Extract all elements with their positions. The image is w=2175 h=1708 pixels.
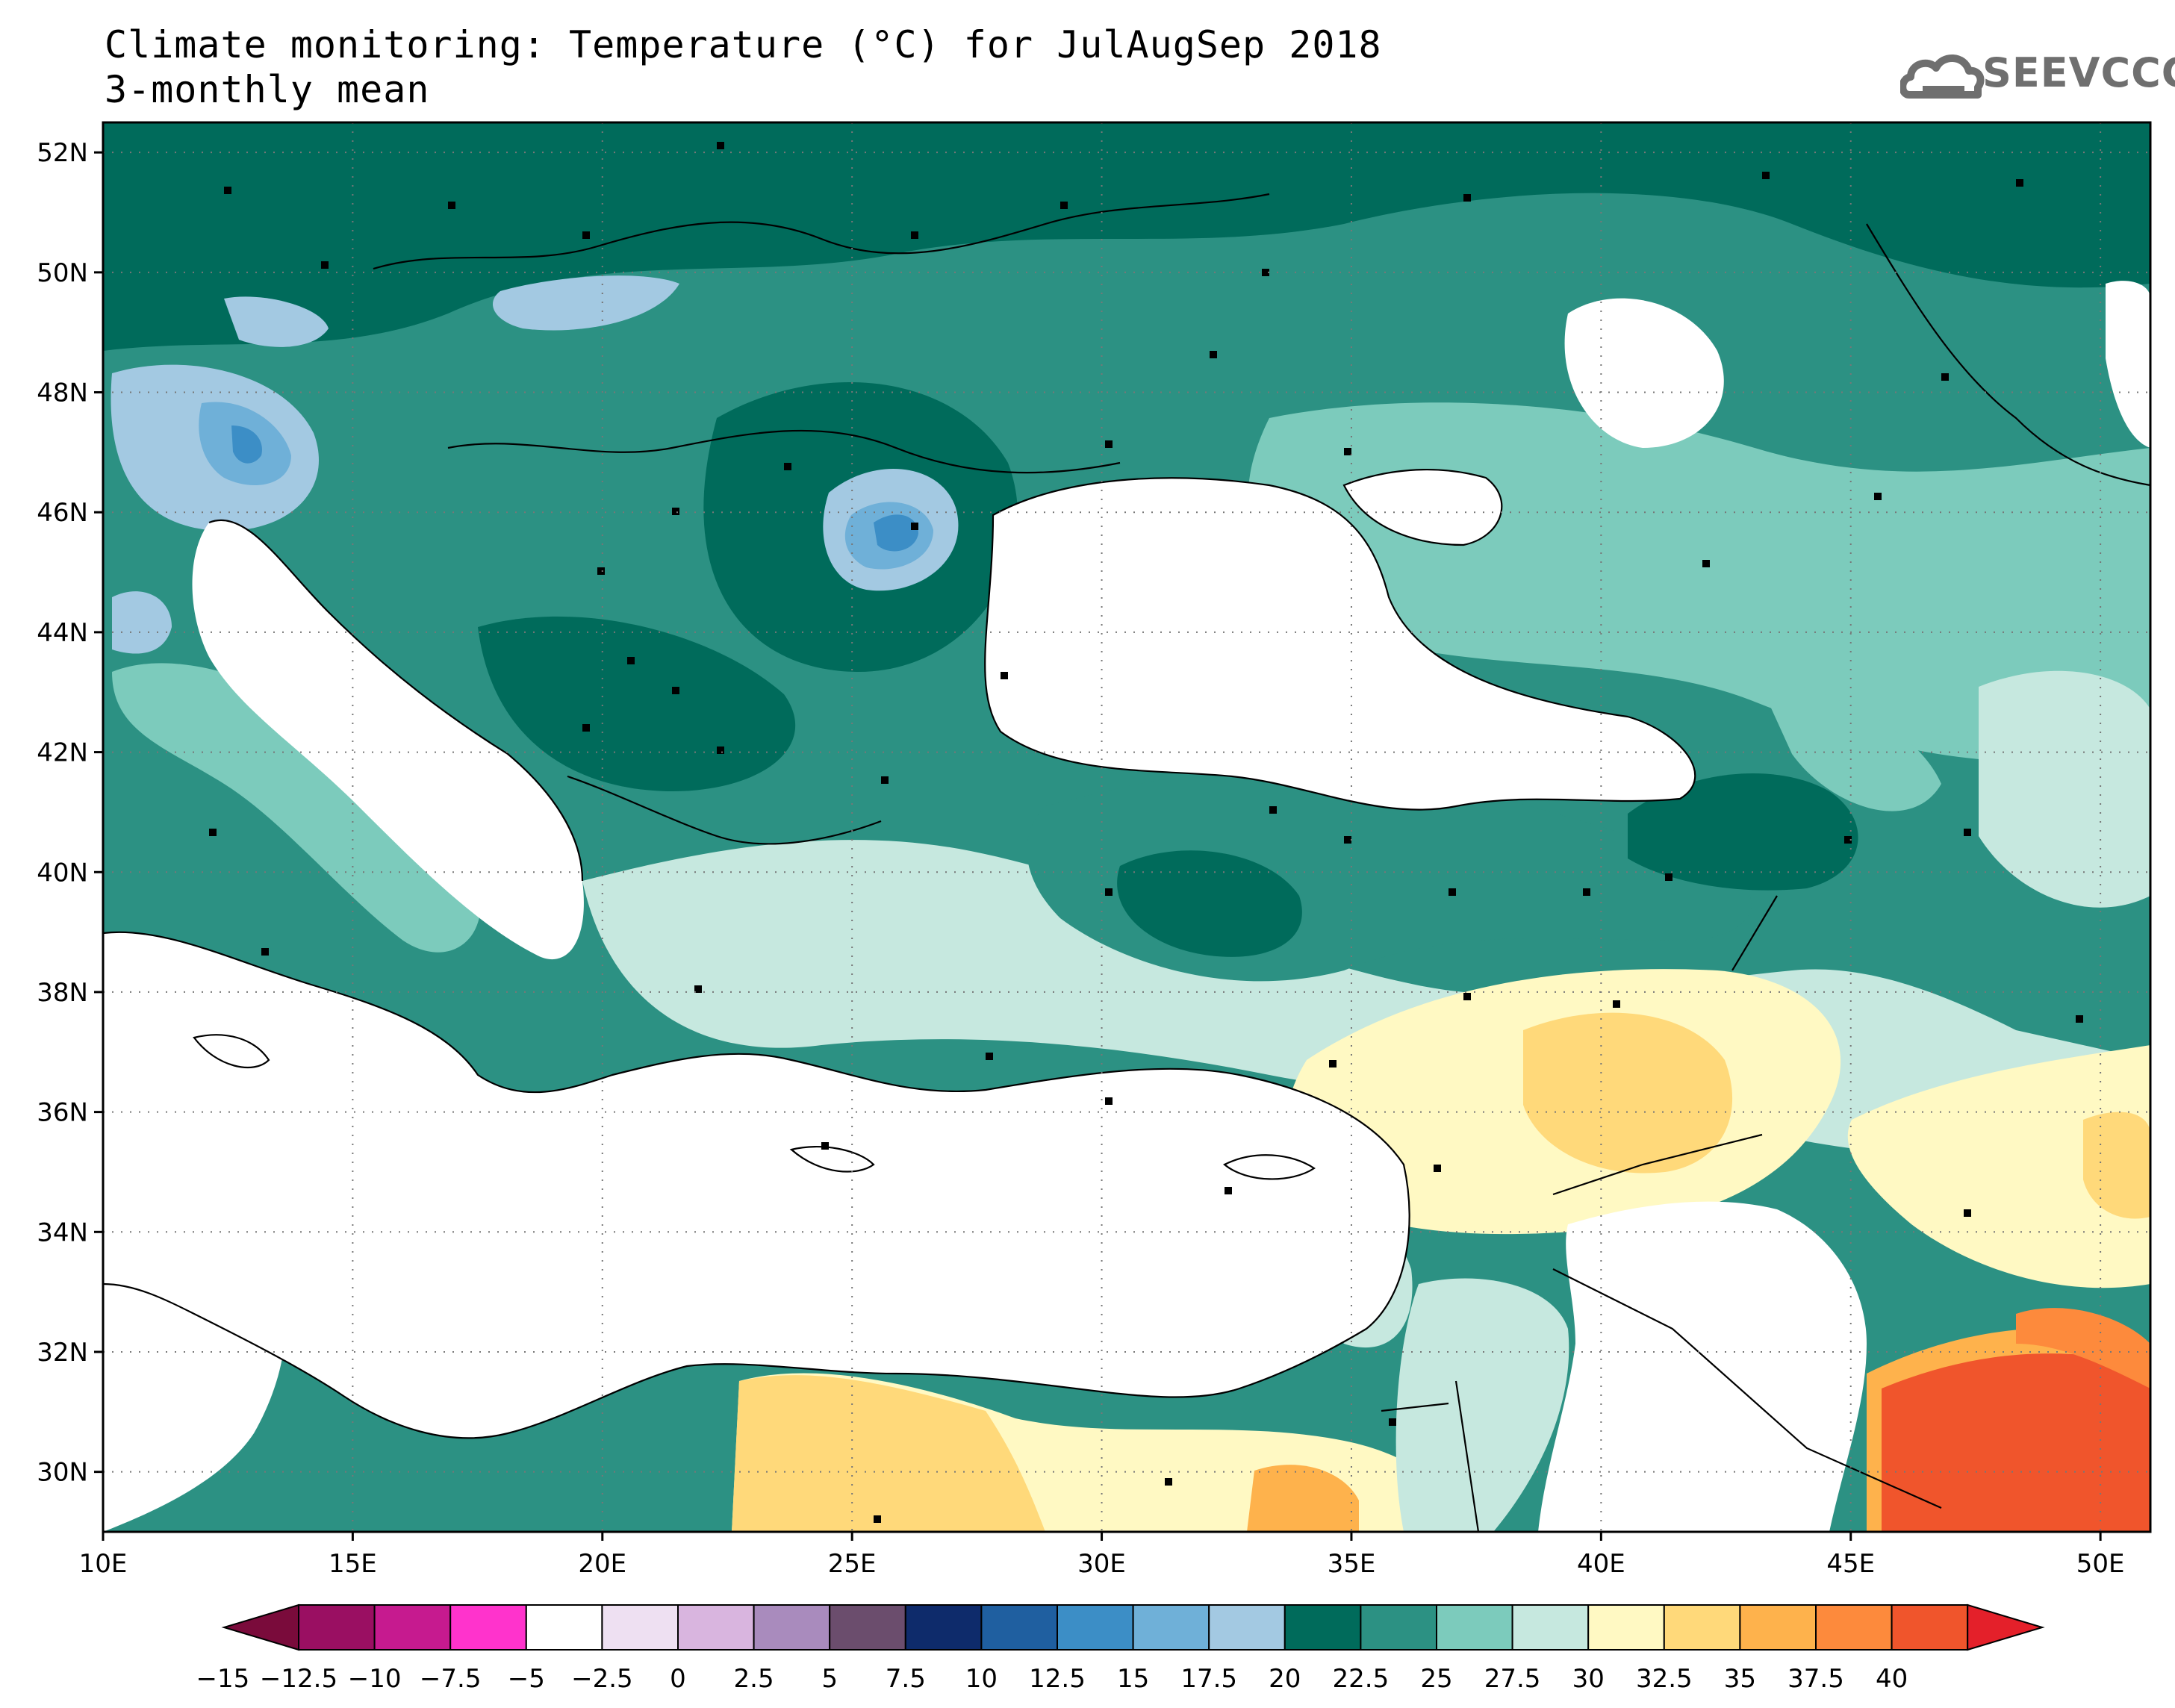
colorbar-label: 5 [821, 1664, 838, 1694]
colorbar-swatch [1436, 1604, 1513, 1651]
colorbar-label: −2.5 [571, 1664, 633, 1694]
map-title: Climate monitoring: Temperature (°C) for… [105, 22, 1382, 112]
colorbar-label: −5 [508, 1664, 545, 1694]
colorbar-label: −12.5 [260, 1664, 337, 1694]
colorbar-swatch [449, 1604, 527, 1651]
colorbar-label: 40 [1876, 1664, 1908, 1694]
lon-tick-label: 30E [1077, 1549, 1126, 1579]
colorbar-label: 2.5 [734, 1664, 774, 1694]
lon-tick-label: 35E [1328, 1549, 1376, 1579]
lat-tick-label: 32N [37, 1338, 88, 1368]
colorbar: −15 −12.5 −10 −7.5 −5 −2.5 0 2.5 5 7.5 10 12.5 15 17.… [196, 1603, 2045, 1694]
lon-tick-label: 10E [79, 1549, 128, 1579]
lon-tick-label: 50E [2076, 1549, 2125, 1579]
colorbar-label: 7.5 [886, 1664, 926, 1694]
lat-tick-label: 40N [37, 858, 88, 888]
colorbar-low-arrow [221, 1603, 299, 1651]
colorbar-label: 20 [1269, 1664, 1301, 1694]
colorbar-swatch [373, 1604, 452, 1651]
colorbar-swatch [1283, 1604, 1362, 1651]
colorbar-swatch [1208, 1604, 1286, 1651]
colorbar-swatch [1739, 1604, 1817, 1651]
graticule [103, 122, 2150, 1532]
colorbar-swatch [1511, 1604, 1590, 1651]
temperature-field [103, 122, 2150, 1532]
colorbar-label: 12.5 [1029, 1664, 1086, 1694]
title-line-1: Climate monitoring: Temperature (°C) for… [105, 23, 1382, 66]
station-markers [209, 142, 2083, 1523]
colorbar-swatch [1057, 1604, 1134, 1651]
colorbar-label: 22.5 [1333, 1664, 1390, 1694]
lat-tick-label: 30N [37, 1458, 88, 1488]
colorbar-swatch [753, 1604, 831, 1651]
colorbar-swatch [1663, 1604, 1741, 1651]
colorbar-swatch [601, 1604, 679, 1651]
colorbar-label: 25 [1420, 1664, 1452, 1694]
colorbar-swatch [980, 1604, 1059, 1651]
colorbar-label: 17.5 [1180, 1664, 1237, 1694]
colorbar-label: −15 [196, 1664, 250, 1694]
colorbar-swatch [829, 1604, 906, 1651]
colorbar-label: 30 [1572, 1664, 1605, 1694]
lat-tick-label: 48N [37, 378, 88, 408]
colorbar-label: 35 [1724, 1664, 1756, 1694]
colorbar-swatch [298, 1604, 376, 1651]
lat-tick-label: 42N [37, 738, 88, 768]
colorbar-swatch [525, 1604, 603, 1651]
colorbar-label: 10 [965, 1664, 998, 1694]
lat-tick-label: 34N [37, 1218, 88, 1247]
coastlines [103, 193, 2150, 1532]
title-line-2: 3-monthly mean [105, 68, 430, 111]
colorbar-swatch [1132, 1604, 1210, 1651]
lat-tick-label: 52N [37, 138, 88, 168]
lon-tick-label: 25E [828, 1549, 877, 1579]
lon-tick-label: 20E [578, 1549, 626, 1579]
colorbar-swatch [1815, 1604, 1893, 1651]
lat-tick-label: 36N [37, 1098, 88, 1128]
lat-tick-label: 46N [37, 498, 88, 528]
colorbar-label: −10 [348, 1664, 402, 1694]
colorbar-label: 15 [1117, 1664, 1149, 1694]
colorbar-swatch [677, 1604, 755, 1651]
colorbar-label: 0 [670, 1664, 686, 1694]
colorbar-label: −7.5 [420, 1664, 482, 1694]
colorbar-high-arrow [1967, 1603, 2045, 1651]
colorbar-label: 27.5 [1484, 1664, 1541, 1694]
colorbar-swatch [1360, 1604, 1438, 1651]
colorbar-label: 37.5 [1787, 1664, 1844, 1694]
cloud-icon [1900, 54, 1985, 99]
lon-tick-label: 45E [1826, 1549, 1875, 1579]
lat-tick-label: 44N [37, 618, 88, 648]
lat-tick-label: 38N [37, 978, 88, 1008]
lat-tick-label: 50N [37, 258, 88, 288]
lon-tick-label: 15E [329, 1549, 377, 1579]
logo-text: SEEVCCC [1982, 49, 2175, 96]
colorbar-swatch [1587, 1604, 1665, 1651]
colorbar-swatch [904, 1604, 983, 1651]
axis-ticks: 10E 15E 20E 25E 30E 35E 40E 45E 50E 30N 32N 34N 36N 3… [37, 138, 2124, 1579]
map-frame [102, 121, 2152, 1533]
colorbar-swatch [1891, 1604, 1969, 1651]
lon-tick-label: 40E [1577, 1549, 1625, 1579]
colorbar-label: 32.5 [1636, 1664, 1693, 1694]
